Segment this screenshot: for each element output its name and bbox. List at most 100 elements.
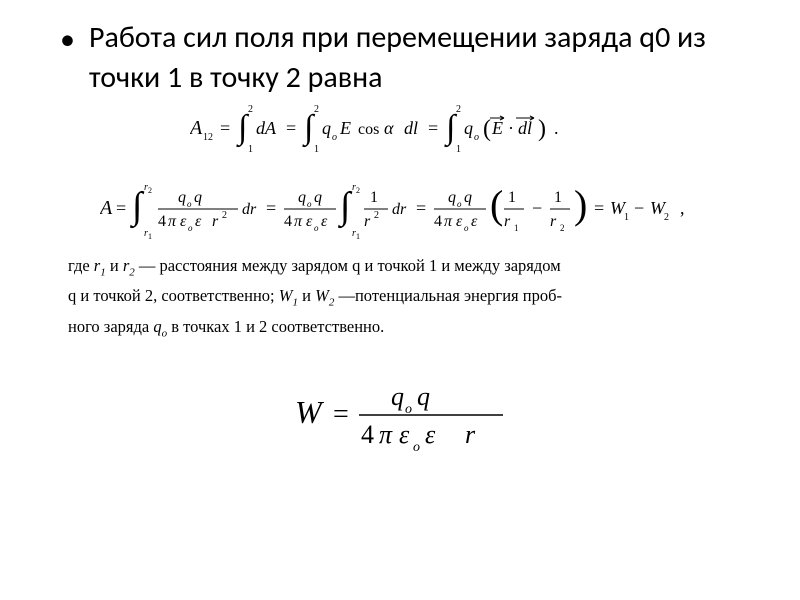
svg-text:π: π — [294, 213, 303, 230]
svg-text:1: 1 — [514, 223, 519, 233]
svg-text:=: = — [594, 198, 604, 218]
svg-text:dr: dr — [242, 201, 257, 218]
svg-text:r: r — [364, 213, 371, 230]
svg-text:1: 1 — [356, 232, 360, 241]
svg-text:1: 1 — [314, 144, 319, 155]
desc-line3: ного заряда qo в точках 1 и 2 соответств… — [68, 317, 384, 336]
svg-text:o: o — [413, 440, 420, 455]
svg-text:q: q — [194, 189, 202, 206]
svg-text:1: 1 — [248, 144, 253, 155]
svg-text:ε: ε — [180, 213, 187, 230]
svg-text:o: o — [187, 199, 192, 209]
svg-text:π: π — [379, 420, 393, 449]
svg-text:=: = — [116, 198, 126, 218]
bullet-row: • Работа сил поля при перемещении заряда… — [60, 18, 760, 98]
svg-text:o: o — [307, 199, 312, 209]
svg-text:α: α — [384, 118, 394, 138]
svg-text:r: r — [504, 213, 511, 230]
svg-text:q: q — [322, 118, 331, 138]
svg-text:(: ( — [490, 182, 503, 227]
svg-text:E: E — [491, 118, 503, 138]
svg-text:r: r — [550, 213, 557, 230]
svg-text:.: . — [554, 118, 559, 138]
svg-text:ε: ε — [321, 213, 328, 230]
svg-text:(: ( — [483, 116, 491, 142]
svg-text:4: 4 — [361, 420, 374, 449]
svg-text:∫: ∫ — [338, 185, 353, 229]
svg-text:ε: ε — [399, 420, 410, 449]
slide: • Работа сил поля при перемещении заряда… — [0, 0, 800, 600]
svg-text:4: 4 — [284, 213, 292, 230]
svg-text:2: 2 — [314, 104, 319, 115]
svg-text:2: 2 — [374, 210, 379, 221]
svg-text:q: q — [314, 189, 322, 206]
svg-text:=: = — [428, 118, 438, 138]
svg-text:=: = — [333, 399, 349, 430]
svg-text:q: q — [298, 189, 306, 206]
svg-text:o: o — [332, 132, 337, 143]
svg-text:o: o — [464, 223, 469, 233]
svg-text:2: 2 — [456, 104, 461, 115]
svg-text:r: r — [212, 213, 219, 230]
svg-text:q: q — [178, 189, 186, 206]
svg-text:−: − — [634, 198, 644, 218]
svg-text:1: 1 — [508, 189, 516, 206]
equation-potential-energy: W = q o q 4 π ε o ε r — [60, 375, 760, 460]
svg-text:=: = — [416, 198, 426, 218]
svg-text:dl: dl — [404, 118, 418, 138]
svg-text:A: A — [100, 197, 113, 219]
svg-text:1: 1 — [554, 189, 562, 206]
desc-line2: q и точкой 2, соответственно; W1 и W2 —п… — [68, 286, 562, 305]
svg-text:π: π — [168, 213, 177, 230]
bullet-marker: • — [60, 20, 75, 60]
svg-text:·: · — [508, 118, 514, 138]
svg-text:=: = — [286, 118, 296, 138]
svg-text:4: 4 — [434, 213, 442, 230]
svg-text:o: o — [314, 223, 319, 233]
bullet-text: Работа сил поля при перемещении заряда q… — [89, 18, 760, 98]
svg-text:ε: ε — [425, 420, 436, 449]
svg-text:o: o — [457, 199, 462, 209]
svg-text:2: 2 — [148, 186, 152, 195]
svg-text:q: q — [464, 118, 473, 138]
svg-text:1: 1 — [370, 189, 378, 206]
svg-text:dr: dr — [392, 201, 407, 218]
svg-text:dA: dA — [256, 118, 277, 138]
svg-text:ε: ε — [306, 213, 313, 230]
svg-text:2: 2 — [356, 186, 360, 195]
svg-text:2: 2 — [222, 210, 227, 221]
svg-text:,: , — [680, 198, 685, 218]
svg-text:q: q — [448, 189, 456, 206]
svg-text:r: r — [465, 420, 476, 449]
description-paragraph: где r1 и r2 — расстояния между зарядом q… — [68, 254, 752, 345]
svg-text:2: 2 — [664, 212, 669, 223]
svg-text:A: A — [190, 117, 203, 139]
svg-text:o: o — [188, 223, 193, 233]
svg-text:o: o — [474, 132, 479, 143]
equation-work-integral: A = ∫ r 2 r 1 q o q 4 π ε o ε — [100, 176, 760, 242]
equation-a12: A 12 = ∫ 2 1 dA = ∫ 2 1 q o E cos α dl = — [190, 100, 760, 156]
svg-text:−: − — [532, 198, 542, 218]
svg-text:12: 12 — [203, 132, 213, 143]
svg-text:q: q — [391, 382, 404, 411]
svg-text:π: π — [444, 213, 453, 230]
svg-text:): ) — [538, 116, 546, 142]
svg-text:cos: cos — [358, 121, 379, 138]
svg-text:2: 2 — [248, 104, 253, 115]
svg-text:4: 4 — [158, 213, 166, 230]
svg-text:ε: ε — [456, 213, 463, 230]
svg-text:E: E — [339, 118, 351, 138]
svg-text:): ) — [574, 182, 587, 227]
svg-text:dl: dl — [518, 118, 532, 138]
svg-text:∫: ∫ — [130, 185, 145, 229]
svg-text:q: q — [464, 189, 472, 206]
svg-text:ε: ε — [195, 213, 202, 230]
svg-text:W: W — [295, 394, 325, 430]
desc-line1: где r1 и r2 — расстояния между зарядом q… — [68, 256, 561, 275]
svg-text:q: q — [417, 382, 430, 411]
svg-text:1: 1 — [624, 212, 629, 223]
svg-text:ε: ε — [471, 213, 478, 230]
svg-text:=: = — [266, 198, 276, 218]
svg-text:=: = — [220, 118, 230, 138]
svg-text:2: 2 — [560, 223, 565, 233]
